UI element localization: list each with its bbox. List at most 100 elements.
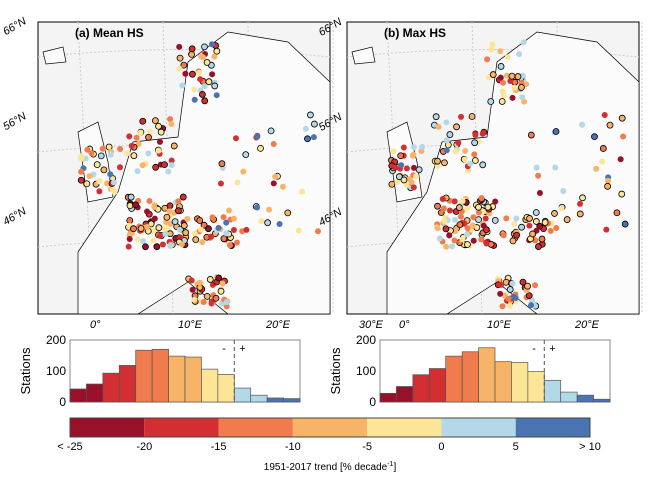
station-marker (551, 210, 558, 217)
station-marker (140, 238, 147, 245)
station-marker (532, 282, 539, 289)
station-marker (78, 155, 85, 162)
station-marker (464, 231, 471, 238)
station-marker (126, 217, 134, 224)
station-marker (127, 193, 135, 201)
station-marker (168, 120, 175, 127)
station-marker (518, 223, 525, 231)
station-marker (88, 150, 95, 157)
station-marker (509, 280, 516, 287)
station-marker (150, 237, 157, 244)
station-marker (197, 76, 204, 83)
station-marker (83, 180, 91, 188)
station-marker (254, 204, 261, 211)
station-marker (497, 74, 504, 81)
station-marker (434, 225, 441, 232)
graticule-line (37, 49, 331, 58)
station-marker (492, 198, 499, 205)
station-marker (509, 94, 516, 101)
station-marker (415, 166, 423, 174)
graticule-line (37, 144, 331, 153)
station-marker (443, 147, 450, 154)
station-marker (175, 198, 182, 205)
histogram-bar (69, 388, 87, 403)
station-marker (577, 200, 584, 207)
station-marker (152, 163, 160, 171)
colorbar-segment (144, 418, 219, 437)
histogram-bar (102, 372, 120, 403)
station-marker (212, 294, 220, 302)
station-marker (155, 147, 162, 154)
station-marker (78, 168, 85, 175)
station-marker (157, 128, 165, 136)
station-marker (465, 167, 472, 174)
histogram-bar (86, 383, 104, 403)
station-marker (176, 226, 183, 233)
station-marker (434, 162, 441, 169)
station-marker (519, 94, 526, 101)
station-marker (513, 231, 521, 239)
station-marker (446, 131, 454, 138)
station-marker (302, 125, 309, 132)
station-marker (188, 50, 196, 58)
station-marker (443, 119, 450, 126)
colorbar-tick-label: < -25 (57, 441, 82, 453)
station-marker (218, 160, 226, 168)
graticule-line (386, 21, 403, 315)
station-marker (96, 188, 103, 195)
station-marker (211, 53, 218, 60)
station-marker (220, 235, 228, 243)
station-marker (395, 173, 403, 181)
station-marker (499, 79, 506, 86)
station-marker (137, 225, 145, 232)
station-marker (528, 297, 535, 304)
station-marker (201, 83, 208, 90)
colorbar-frame (69, 417, 591, 438)
station-marker (467, 160, 474, 167)
station-marker (182, 229, 190, 236)
histogram-bar (168, 355, 186, 403)
station-marker (191, 230, 198, 237)
graticule-line (346, 144, 640, 153)
station-marker (488, 46, 495, 53)
station-marker (219, 280, 226, 287)
station-marker (507, 78, 514, 85)
colorbar-segment (515, 418, 590, 437)
y-tick-label: 0 (59, 395, 66, 409)
station-marker (552, 164, 559, 171)
station-marker (264, 219, 272, 227)
station-marker (191, 96, 198, 103)
station-marker (440, 205, 447, 212)
station-marker (155, 122, 162, 130)
station-marker (505, 295, 512, 302)
station-marker (107, 151, 114, 158)
station-marker (163, 213, 171, 221)
station-marker (599, 145, 607, 152)
station-marker (441, 159, 448, 167)
station-marker (459, 198, 466, 205)
station-marker (499, 303, 506, 310)
graticule-line (77, 21, 94, 315)
station-marker (446, 207, 453, 214)
histogram-bar (396, 386, 414, 403)
histogram-a: - +0 100 200 Stations (18, 333, 301, 409)
negative-annotation: - (532, 343, 536, 355)
station-marker (475, 203, 482, 211)
colorbar-segment (441, 418, 516, 437)
graticule-line (37, 239, 331, 248)
station-marker (511, 84, 518, 91)
histogram-bar (560, 391, 578, 403)
station-marker (180, 222, 188, 229)
station-marker (188, 45, 196, 53)
station-marker (209, 71, 216, 78)
station-marker (196, 217, 204, 224)
station-marker (503, 72, 510, 79)
station-marker (307, 111, 314, 119)
station-marker (456, 221, 464, 229)
histogram-bar (250, 394, 268, 403)
station-marker (392, 164, 399, 171)
station-marker (455, 140, 462, 147)
y-axis-label: Stations (18, 347, 33, 394)
station-marker (200, 221, 208, 229)
lon-tick-label: 0° (90, 319, 101, 331)
